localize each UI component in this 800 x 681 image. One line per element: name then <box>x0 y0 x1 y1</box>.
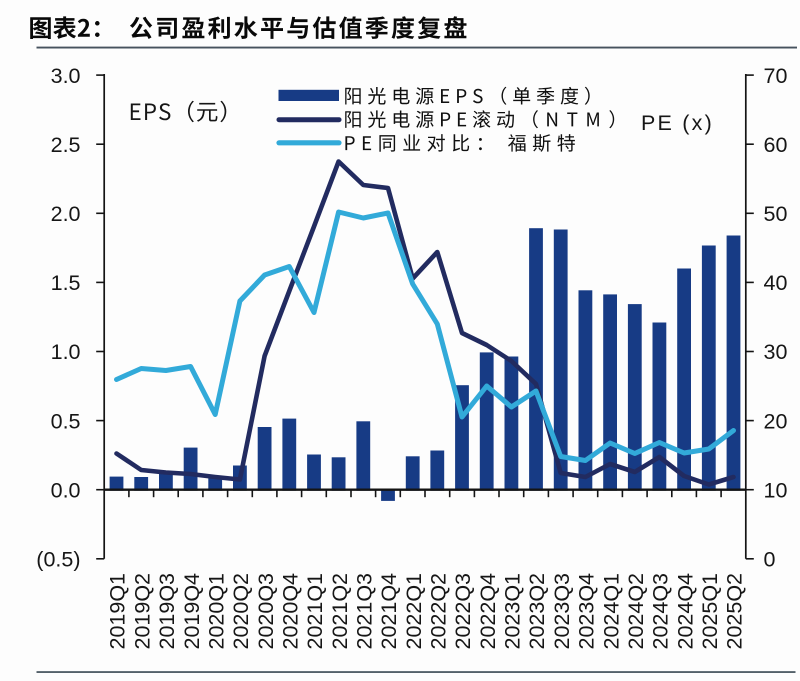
svg-text:2022Q1: 2022Q1 <box>402 573 426 650</box>
svg-text:60: 60 <box>764 133 788 157</box>
svg-text:2020Q4: 2020Q4 <box>279 573 303 650</box>
svg-text:0.5: 0.5 <box>51 409 81 433</box>
svg-text:PE (x): PE (x) <box>641 111 714 135</box>
svg-text:70: 70 <box>764 64 788 88</box>
svg-text:2023Q1: 2023Q1 <box>501 573 525 650</box>
svg-text:2020Q3: 2020Q3 <box>254 573 278 650</box>
svg-text:0.0: 0.0 <box>51 478 81 502</box>
svg-text:0: 0 <box>764 548 776 572</box>
svg-text:2.5: 2.5 <box>51 133 81 157</box>
svg-text:20: 20 <box>764 409 788 433</box>
svg-text:2023Q3: 2023Q3 <box>550 573 574 650</box>
svg-text:2024Q3: 2024Q3 <box>649 573 673 650</box>
svg-text:10: 10 <box>764 478 788 502</box>
svg-text:2024Q1: 2024Q1 <box>599 573 623 650</box>
svg-text:2019Q4: 2019Q4 <box>180 573 204 650</box>
svg-text:2019Q2: 2019Q2 <box>130 573 154 650</box>
svg-text:3.0: 3.0 <box>51 64 81 88</box>
svg-text:1.5: 1.5 <box>51 271 81 295</box>
svg-text:2022Q3: 2022Q3 <box>451 573 475 650</box>
svg-text:2022Q2: 2022Q2 <box>427 573 451 650</box>
svg-text:(0.5): (0.5) <box>36 548 80 572</box>
svg-text:30: 30 <box>764 340 788 364</box>
svg-text:2021Q2: 2021Q2 <box>328 573 352 650</box>
svg-text:2019Q1: 2019Q1 <box>106 573 130 650</box>
svg-text:2023Q4: 2023Q4 <box>575 573 599 650</box>
svg-text:50: 50 <box>764 202 788 226</box>
svg-text:2024Q4: 2024Q4 <box>673 573 697 650</box>
svg-text:2021Q3: 2021Q3 <box>353 573 377 650</box>
svg-text:2.0: 2.0 <box>51 202 81 226</box>
svg-text:2023Q2: 2023Q2 <box>525 573 549 650</box>
svg-text:1.0: 1.0 <box>51 340 81 364</box>
svg-text:2025Q1: 2025Q1 <box>698 573 722 650</box>
svg-text:2022Q4: 2022Q4 <box>476 573 500 650</box>
svg-text:2020Q2: 2020Q2 <box>229 573 253 650</box>
svg-text:2019Q3: 2019Q3 <box>155 573 179 650</box>
svg-text:2025Q2: 2025Q2 <box>723 573 747 650</box>
svg-text:2020Q1: 2020Q1 <box>204 573 228 650</box>
svg-text:2021Q4: 2021Q4 <box>377 573 401 650</box>
svg-text:2024Q2: 2024Q2 <box>624 573 648 650</box>
svg-text:2021Q1: 2021Q1 <box>303 573 327 650</box>
svg-text:40: 40 <box>764 271 788 295</box>
